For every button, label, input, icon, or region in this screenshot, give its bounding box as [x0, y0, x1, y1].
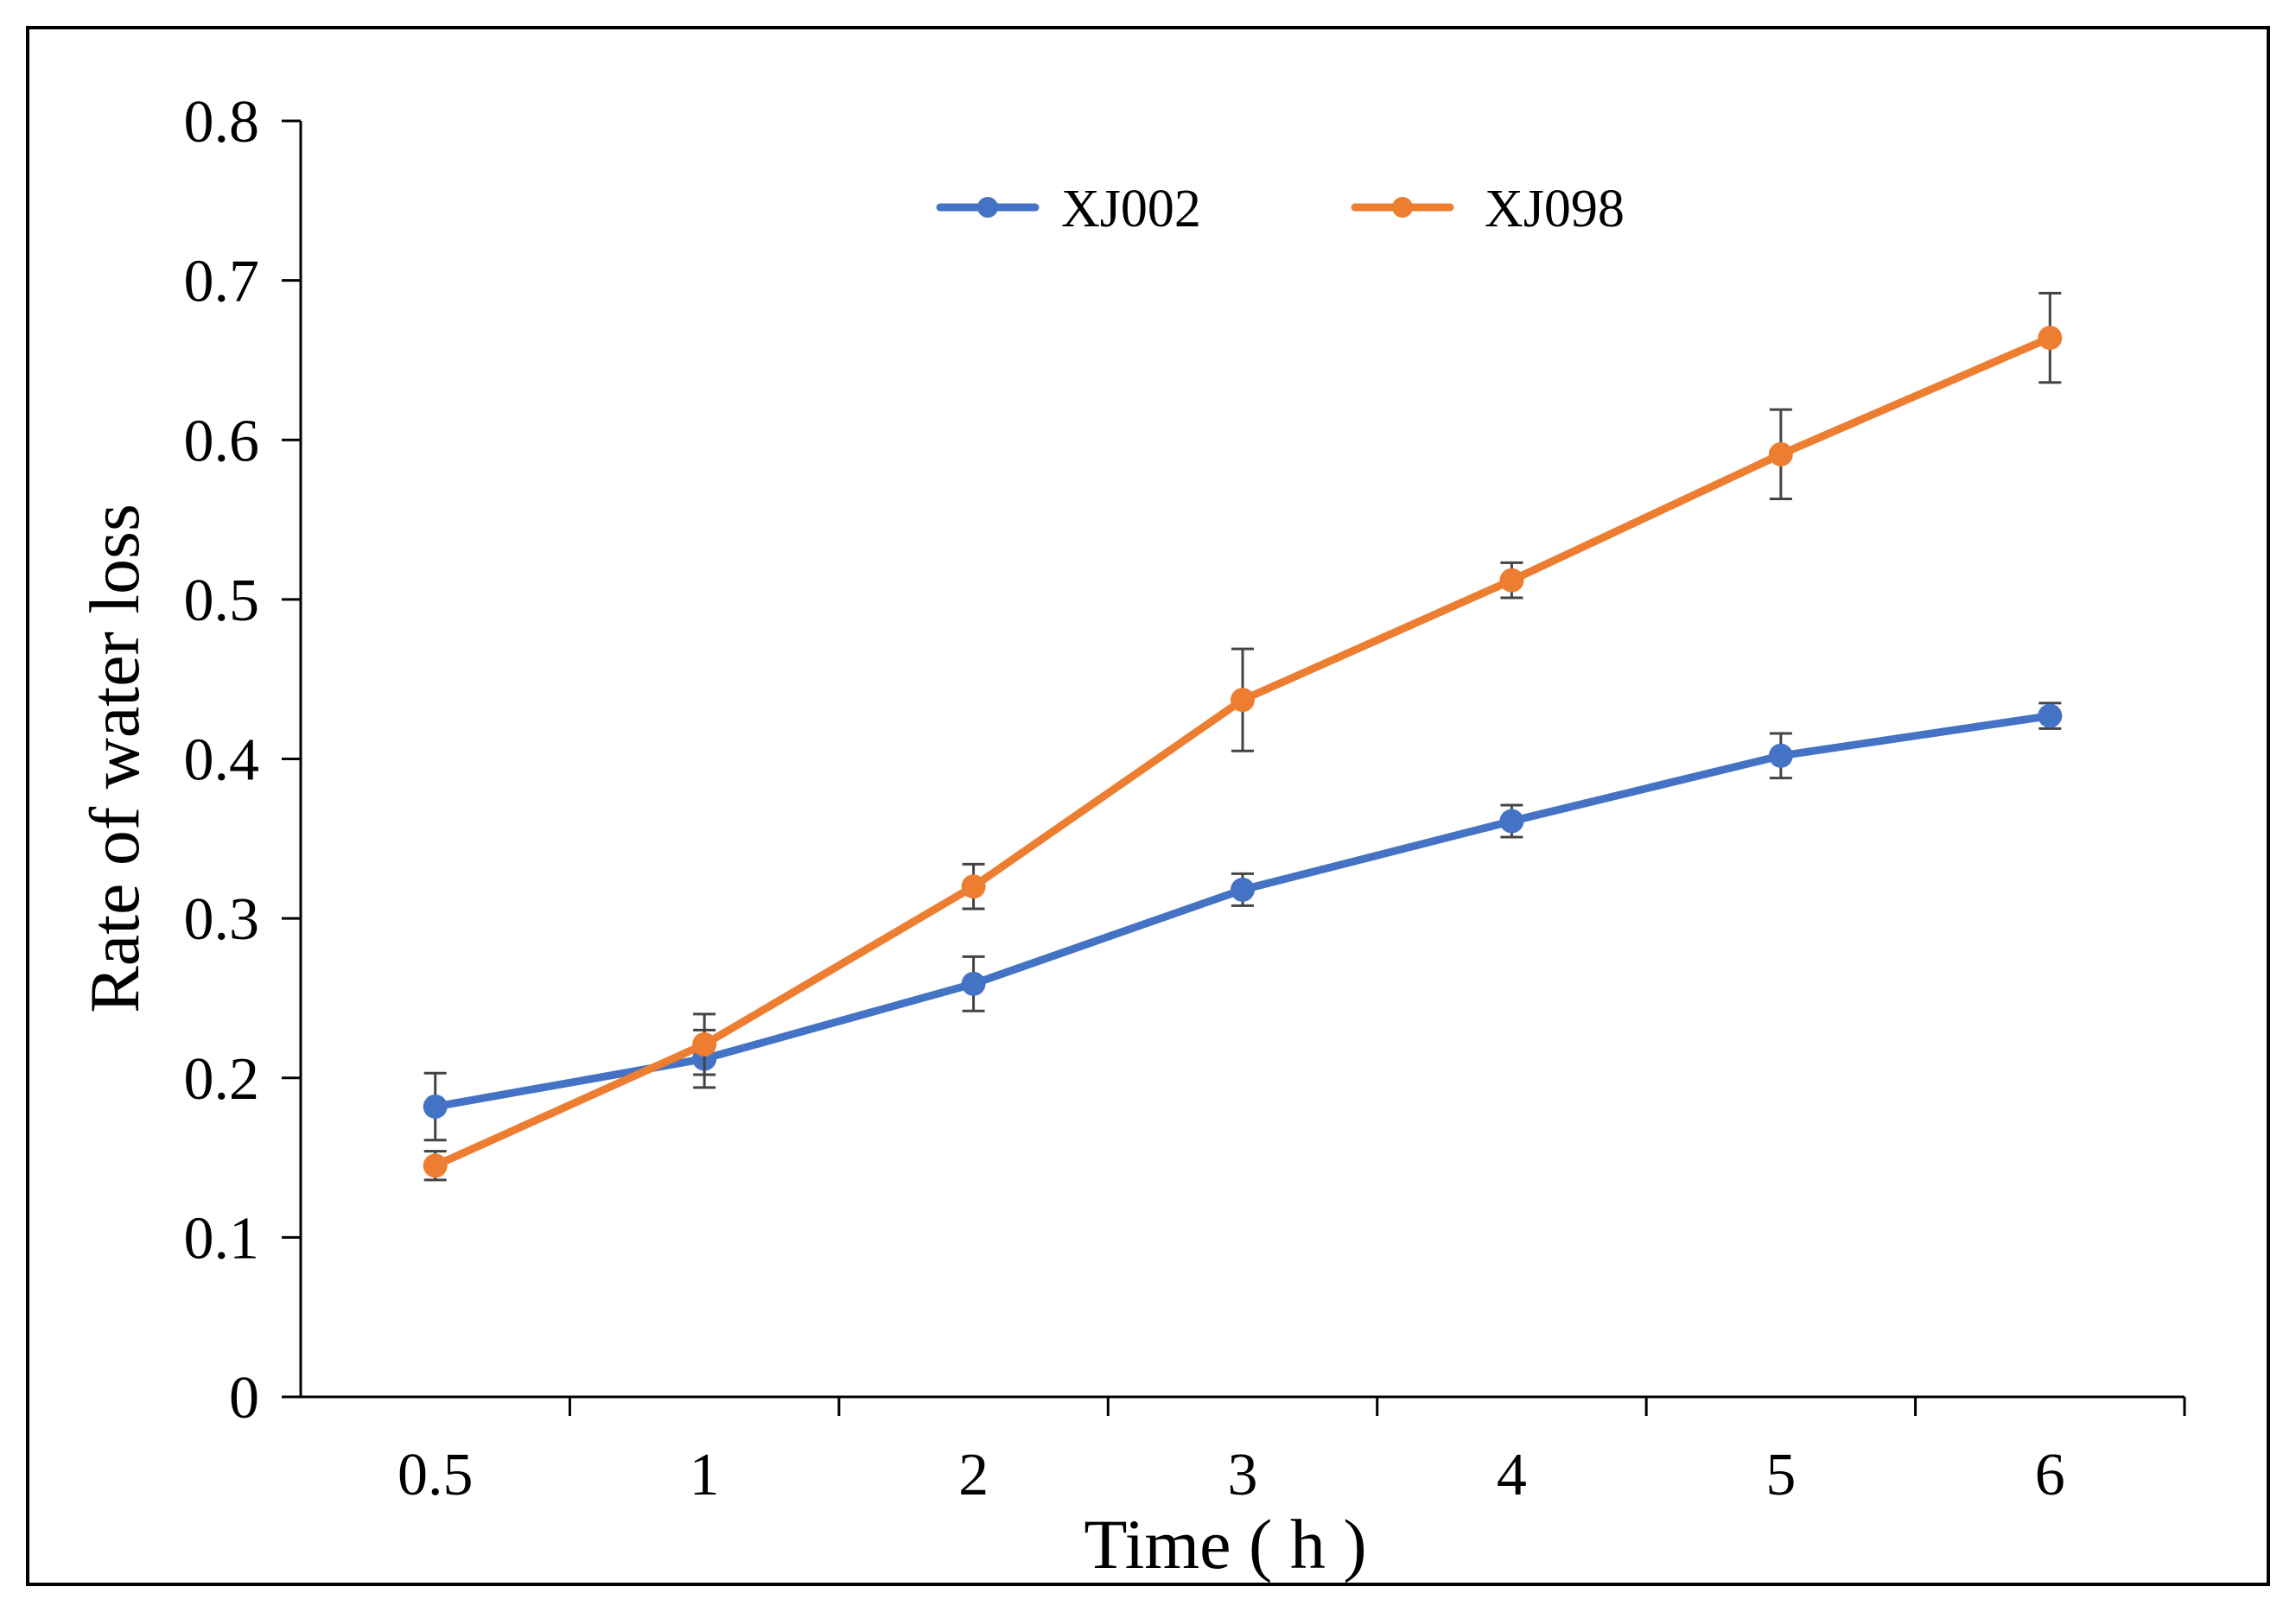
- y-tick-label: 0.5: [184, 568, 260, 634]
- legend: XJ002 XJ098: [936, 180, 1625, 238]
- y-tick-label: 0.6: [184, 408, 260, 474]
- data-point: [1768, 743, 1793, 768]
- y-tick-label: 0.2: [184, 1046, 260, 1113]
- data-point: [1499, 809, 1524, 834]
- legend-label: XJ098: [1485, 180, 1625, 238]
- plot-area: 0 0.1 0.2 0.3 0.4 0.5 0.6 0.7 0.8 0.5 1 2 3 4 5 6: [184, 89, 2186, 1508]
- data-point: [1231, 877, 1255, 902]
- y-axis-title: Rate of water loss: [75, 504, 154, 1013]
- data-point: [423, 1094, 448, 1119]
- data-point: [961, 971, 986, 996]
- legend-swatch-marker: [977, 197, 998, 218]
- y-tick-label: 0.4: [184, 727, 260, 794]
- series-xj098: [423, 291, 2063, 1182]
- series-layer: [423, 291, 2063, 1182]
- data-point: [1231, 688, 1255, 713]
- data-point: [2038, 326, 2063, 351]
- x-ticks: 0.5 1 2 3 4 5 6: [398, 1397, 2186, 1508]
- x-tick-label: 3: [1228, 1442, 1258, 1508]
- legend-label: XJ002: [1061, 180, 1201, 238]
- y-ticks: 0 0.1 0.2 0.3 0.4 0.5 0.6 0.7 0.8: [184, 89, 301, 1431]
- legend-item-xj098: XJ098: [1351, 180, 1625, 238]
- x-tick-label: 5: [1765, 1442, 1796, 1508]
- x-tick-label: 0.5: [398, 1442, 474, 1508]
- x-tick-label: 6: [2035, 1442, 2065, 1508]
- data-point: [1768, 441, 1793, 466]
- data-point: [692, 1031, 717, 1057]
- data-point: [423, 1153, 448, 1178]
- x-tick-label: 1: [690, 1442, 720, 1508]
- figure-border: [26, 26, 2270, 1586]
- legend-swatch-marker: [1392, 197, 1413, 218]
- data-point: [1499, 568, 1524, 593]
- y-tick-label: 0.8: [184, 89, 260, 155]
- x-tick-label: 4: [1497, 1442, 1527, 1508]
- y-tick-label: 0.7: [184, 249, 260, 315]
- data-point: [961, 874, 986, 899]
- x-tick-label: 2: [958, 1442, 989, 1508]
- y-tick-label: 0: [229, 1365, 259, 1431]
- data-point: [2038, 703, 2063, 728]
- legend-item-xj002: XJ002: [936, 180, 1201, 238]
- y-tick-label: 0.3: [184, 886, 260, 953]
- x-axis-title: Time ( h ): [1084, 1505, 1366, 1583]
- y-tick-label: 0.1: [184, 1205, 260, 1272]
